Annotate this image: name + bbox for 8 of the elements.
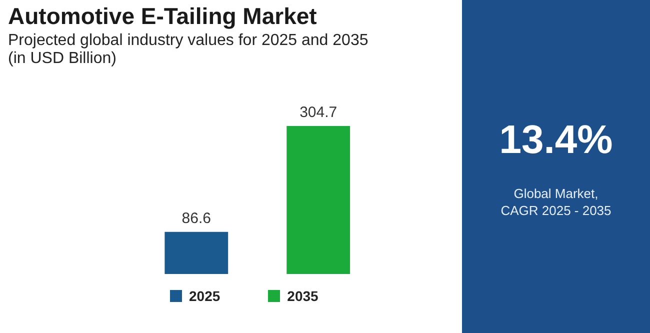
chart-subtitle: Projected global industry values for 2025 and 2035 (in USD Billion) xyxy=(8,32,368,67)
text: 13.4% xyxy=(498,118,614,163)
x-tick-label: 2035 xyxy=(287,288,318,304)
x-tick-label: 2025 xyxy=(189,288,220,304)
text: Global Market, CAGR 2025 - 2035 xyxy=(500,185,612,219)
chart-title: Automotive E-Tailing Market xyxy=(8,3,318,29)
data-label: 86.6 xyxy=(182,210,211,227)
data-label: 304.7 xyxy=(300,104,338,122)
